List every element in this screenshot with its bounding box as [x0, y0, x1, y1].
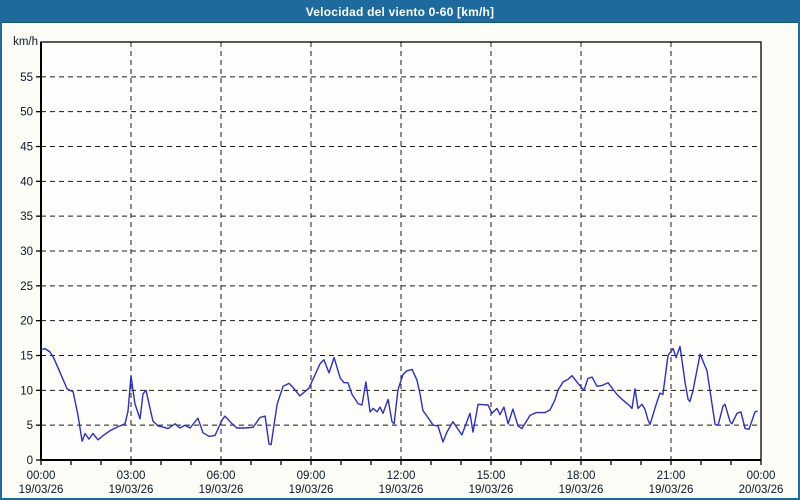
x-tick-time-label: 12:00	[387, 470, 416, 482]
y-tick-label: 55	[20, 72, 33, 84]
y-axis-unit-label: km/h	[13, 36, 38, 48]
x-tick-date-label: 19/03/26	[289, 484, 334, 496]
x-tick-time-label: 03:00	[117, 470, 146, 482]
y-tick-label: 40	[20, 176, 33, 188]
x-tick-date-label: 19/03/26	[559, 484, 604, 496]
chart-area: 0 5 10 15 20 25 30 35 40 45 50 55 km/h 00:00 19/03/26 0…	[2, 23, 798, 498]
x-tick-date-label: 19/03/26	[649, 484, 694, 496]
y-tick-label: 45	[20, 142, 33, 154]
y-tick-label: 50	[20, 107, 33, 119]
y-tick-label: 5	[27, 420, 33, 432]
x-tick-date-label: 19/03/26	[19, 484, 64, 496]
y-tick-label: 0	[27, 455, 33, 467]
y-tick-label: 10	[20, 385, 33, 397]
x-tick-time-label: 00:00	[747, 470, 776, 482]
x-tick-date-label: 19/03/26	[199, 484, 244, 496]
x-tick-time-label: 15:00	[477, 470, 506, 482]
x-tick-date-label: 19/03/26	[109, 484, 154, 496]
x-tick-time-label: 09:00	[297, 470, 326, 482]
x-tick-time-label: 00:00	[27, 470, 56, 482]
x-tick-time-label: 18:00	[567, 470, 596, 482]
chart-title: Velocidad del viento 0-60 [km/h]	[305, 5, 495, 19]
window-titlebar: Velocidad del viento 0-60 [km/h]	[2, 2, 798, 23]
y-tick-label: 15	[20, 351, 33, 363]
wind-speed-series-line	[40, 345, 758, 446]
x-tick-date-label: 19/03/26	[379, 484, 424, 496]
y-tick-label: 30	[20, 246, 33, 258]
y-tick-label: 25	[20, 281, 33, 293]
x-tick-date-label: 20/03/26	[739, 484, 784, 496]
x-tick-time-label: 21:00	[657, 470, 686, 482]
x-tick-date-label: 19/03/26	[469, 484, 514, 496]
x-tick-time-label: 06:00	[207, 470, 236, 482]
wind-speed-chart: 0 5 10 15 20 25 30 35 40 45 50 55 km/h 00:00 19/03/26 0…	[13, 36, 784, 496]
y-tick-label: 20	[20, 316, 33, 328]
y-tick-label: 35	[20, 211, 33, 223]
